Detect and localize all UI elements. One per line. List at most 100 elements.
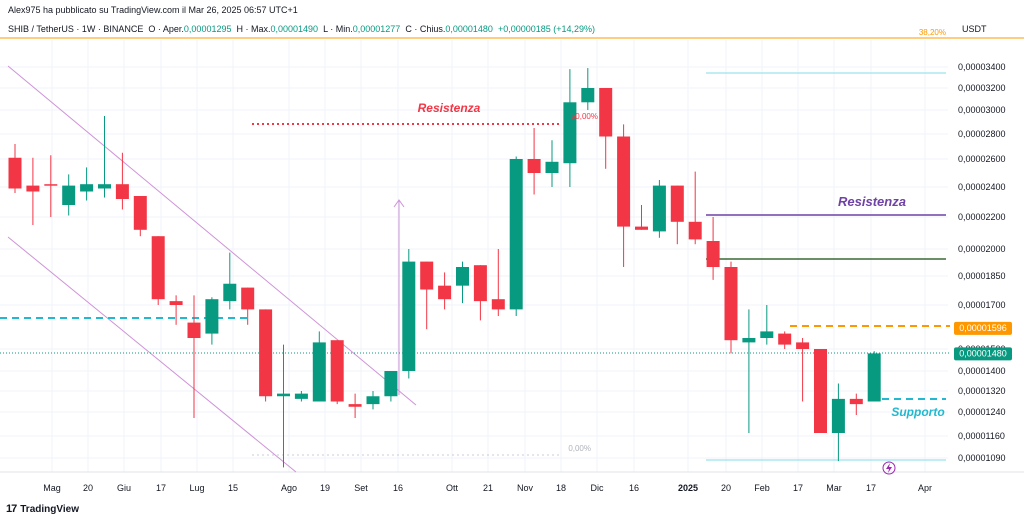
tradingview-brand[interactable]: 17 TradingView — [6, 503, 79, 515]
price-axis: 0,00003400 0,00003200 0,00003000 0,00002800… — [958, 62, 1006, 463]
time-tick-label: 19 — [320, 483, 330, 493]
annotation-text: Resistenza — [838, 194, 906, 209]
time-tick-label: Lug — [189, 483, 204, 493]
time-tick-label: 15 — [228, 483, 238, 493]
candle-body — [796, 342, 810, 349]
price-tick-label: 0,00001160 — [958, 431, 1005, 441]
candle-body — [402, 261, 416, 371]
annotation-text: 50,00% — [571, 112, 598, 121]
time-axis: Mag 20 Giu 17 Lug 15 Ago 19 Set 16 Ott 21 Nov 18 Dic 16… — [43, 483, 932, 493]
candle-body — [133, 196, 147, 230]
candle-body — [44, 184, 58, 186]
change-value: +0,00000185 (+14,29%) — [497, 24, 596, 34]
candle-body — [849, 398, 863, 405]
time-tick-label: Ago — [281, 483, 297, 493]
candle-body — [384, 371, 398, 397]
candle-body — [151, 236, 165, 300]
candle-body — [509, 159, 523, 310]
annotation-layer: Resistenza Resistenza Supporto 38,20% 50,00%… — [418, 28, 1012, 475]
candle-body — [814, 349, 827, 433]
annotation-text: 0,00% — [568, 444, 591, 453]
candle-body — [635, 226, 648, 230]
price-label-box — [954, 347, 1012, 361]
price-tick-label: 0,00003400 — [958, 62, 1006, 72]
time-tick-label: 17 — [866, 483, 876, 493]
time-tick-label: Apr — [918, 483, 932, 493]
candle-body — [420, 261, 434, 290]
symbol-legend: SHIB / TetherUS · 1W · BINANCE O · Aper.… — [8, 24, 595, 34]
candle-body — [26, 185, 40, 192]
time-tick-label: 21 — [483, 483, 493, 493]
candle-body — [187, 322, 201, 338]
candle-body — [688, 221, 702, 240]
candle-body — [438, 285, 452, 300]
candle-body — [330, 340, 344, 402]
price-tick-label: 0,00001400 — [958, 366, 1006, 376]
candle-body — [724, 267, 738, 341]
candle-body — [294, 393, 308, 399]
annotation-text: Resistenza — [418, 101, 481, 115]
high-value: 0,00001490 — [270, 24, 319, 34]
candle-body — [581, 88, 595, 103]
time-tick-label: Feb — [754, 483, 770, 493]
candle-body — [8, 157, 22, 189]
candle-body — [456, 267, 469, 286]
time-tick-label: Ott — [446, 483, 459, 493]
close-value: 0,00001480 — [445, 24, 493, 34]
symbol-name[interactable]: SHIB / TetherUS · 1W · BINANCE — [8, 24, 144, 34]
channel-upper-line — [7, 65, 417, 406]
candle-body — [778, 333, 792, 345]
candle-body — [366, 396, 380, 405]
price-tick-label: 0,00002600 — [958, 154, 1006, 164]
close-label: C · Chius. — [405, 24, 446, 34]
price-tick-label: 0,00001240 — [958, 407, 1006, 417]
candle-body — [563, 102, 577, 164]
candle-body — [599, 88, 613, 137]
candle-body — [205, 299, 219, 334]
price-tick-label: 0,00001850 — [958, 271, 1006, 281]
lightning-icon — [882, 461, 896, 475]
low-value: 0,00001277 — [352, 24, 401, 34]
price-label-text: 0,00001596 — [959, 323, 1007, 333]
candle-body — [491, 299, 505, 310]
candle-body — [527, 159, 541, 173]
time-tick-label: Mag — [43, 483, 61, 493]
candle-body — [831, 398, 845, 433]
price-label-box — [954, 321, 1012, 335]
price-tick-label: 0,00001320 — [958, 386, 1006, 396]
candle-body — [652, 185, 666, 232]
time-tick-label: 2025 — [678, 483, 698, 493]
price-tick-label: 0,00003200 — [958, 83, 1006, 93]
candle-body — [545, 161, 559, 173]
candle-body — [760, 331, 774, 338]
price-tick-label: 0,00002000 — [958, 244, 1006, 254]
open-label: O · Aper. — [148, 24, 184, 34]
lightning-bolt-icon — [886, 463, 892, 473]
price-label-text: 0,00001480 — [959, 348, 1007, 358]
candle-body — [473, 265, 487, 302]
price-tick-label: 0,00001700 — [958, 300, 1006, 310]
time-tick-label: 20 — [83, 483, 93, 493]
price-tick-label: 0,00002400 — [958, 182, 1006, 192]
candle-body — [115, 184, 129, 199]
candle-body — [277, 393, 290, 397]
candle-body — [867, 353, 881, 402]
candle-body — [259, 309, 273, 397]
time-tick-label: 17 — [156, 483, 166, 493]
candle-body — [98, 184, 111, 189]
publisher-line: Alex975 ha pubblicato su TradingView.com… — [8, 5, 298, 15]
candle-body — [62, 185, 76, 205]
arrow-up-icon — [393, 199, 405, 208]
candles-layer — [8, 68, 881, 468]
time-tick-label: 16 — [393, 483, 403, 493]
time-tick-label: Nov — [517, 483, 534, 493]
time-tick-label: Mar — [826, 483, 842, 493]
candle-body — [706, 241, 720, 267]
candle-body — [617, 136, 631, 227]
annotation-text: Supporto — [891, 405, 944, 419]
time-tick-label: Dic — [591, 483, 604, 493]
candle-body — [223, 283, 237, 302]
annotation-text: 38,20% — [919, 28, 946, 37]
brand-name: TradingView — [20, 503, 79, 515]
